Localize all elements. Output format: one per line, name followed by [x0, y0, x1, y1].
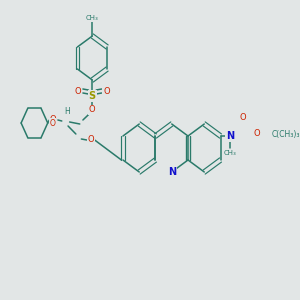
Text: N: N — [226, 131, 234, 141]
Text: O: O — [103, 86, 110, 95]
Text: N: N — [168, 167, 176, 177]
Text: O: O — [87, 136, 94, 145]
Text: O: O — [240, 113, 247, 122]
Text: C(CH₃)₃: C(CH₃)₃ — [272, 130, 300, 139]
Text: O: O — [75, 86, 82, 95]
Text: O: O — [253, 130, 260, 139]
Text: S: S — [89, 91, 96, 101]
Text: O: O — [50, 118, 55, 127]
Text: O: O — [89, 106, 96, 115]
Text: CH₃: CH₃ — [224, 150, 236, 156]
Text: H: H — [64, 107, 70, 116]
Text: CH₃: CH₃ — [86, 15, 99, 21]
Text: O: O — [50, 116, 56, 124]
